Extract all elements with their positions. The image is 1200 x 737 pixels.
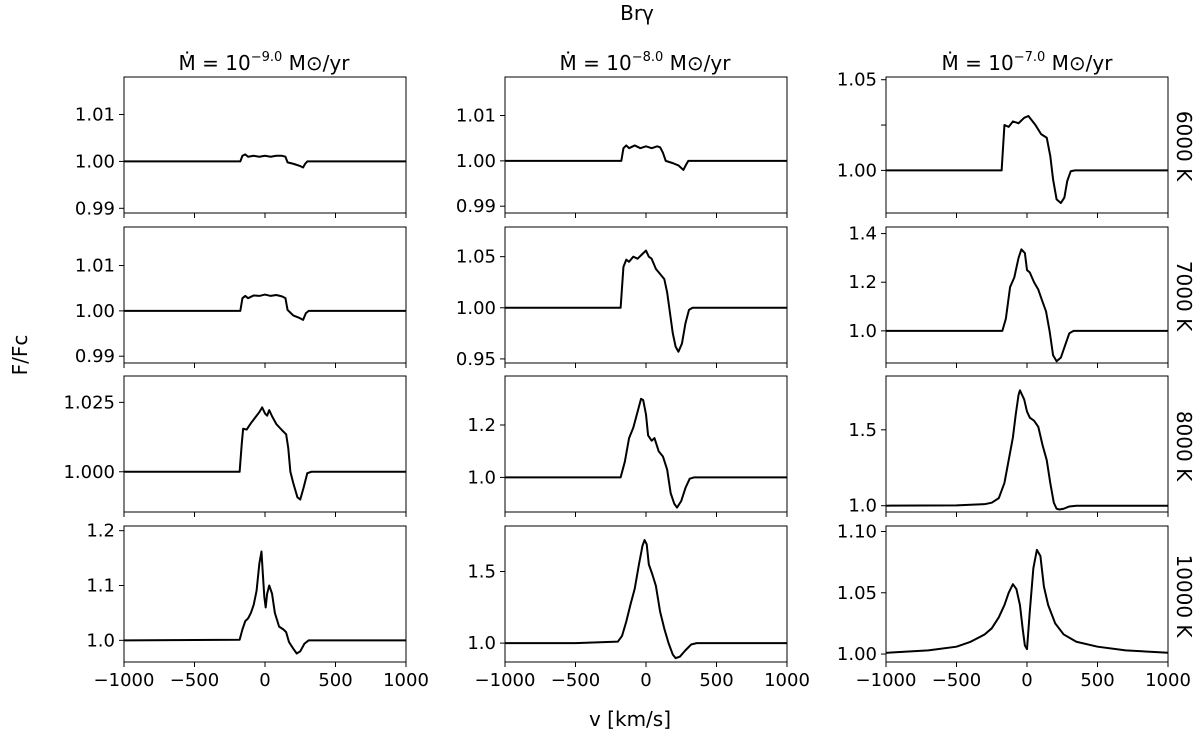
y-tick-label: 1.00 [837,644,877,665]
y-tick-label: 1.000 [63,462,115,483]
panel-6000k-col1: 0.99 1.00 1.01 [75,76,407,219]
y-tick-label: 1.01 [75,105,115,126]
y-tick-label: 1.025 [63,392,115,413]
axes-frame [885,76,1169,214]
panel-7000k-col2: 0.95 1.00 1.05 [456,226,788,370]
y-tick-label: 0.99 [75,198,115,219]
y-tick-label: 1.0 [848,496,877,517]
axes-frame [504,226,788,364]
y-tick-label: 1.0 [86,630,115,651]
panel-8000k-col3: 1.0 1.5 [848,375,1169,517]
panel-6000k-col2: 0.99 1.00 1.01 [456,76,788,218]
y-tick-label: 1.2 [467,415,496,436]
profile-line [886,114,1168,205]
x-tick-label: 0 [1021,670,1032,691]
profile-line [886,248,1168,363]
y-tick-label: 0.99 [456,196,496,217]
y-tick-label: 0.99 [75,346,115,367]
y-tick-label: 1.0 [848,321,877,342]
profile-line [124,550,406,655]
y-tick-label: 1.0 [467,467,496,488]
y-tick-label: 1.05 [837,70,877,91]
figure-suptitle: Brγ [620,1,654,25]
x-tick-label: −1000 [94,670,155,691]
panel-7000k-col3: 1.0 1.2 1.4 [848,224,1169,368]
x-tick-label: 0 [259,670,270,691]
y-tick-label: 1.1 [86,576,115,597]
column-title-1: Ṁ = 10−9.0 M⊙/yr [179,50,351,75]
axes-frame [123,76,407,214]
y-tick-label: 1.2 [848,272,877,293]
panel-grid: 0.991.001.010.991.001.011.001.050.991.00… [63,70,1190,691]
panel-10000k-col1: 1.0 1.1 1.2 −1000 −500 0 500 1000 [86,521,429,691]
y-tick-label: 1.01 [75,256,115,277]
y-tick-label: 1.10 [837,522,877,543]
panel-6000k-col3: 1.00 1.05 [837,70,1169,218]
row-label-7000k: 7000 K [1172,261,1196,332]
row-label-6000k: 6000 K [1172,111,1196,182]
y-tick-label: 0.95 [456,349,496,370]
y-tick-label: 1.05 [837,583,877,604]
axes-frame [123,375,407,513]
axes-frame [504,375,788,513]
panel-7000k-col1: 0.99 1.00 1.01 [75,226,407,368]
x-axis-label: v [km/s] [589,707,671,731]
x-tick-label: 1000 [383,670,429,691]
y-tick-label: 1.00 [75,301,115,322]
y-tick-label: 1.00 [456,151,496,172]
row-label-10000k: 10000 K [1172,554,1196,638]
profile-line [505,144,787,171]
x-tick-label: 1000 [764,670,810,691]
x-tick-label: 500 [1080,670,1114,691]
row-label-8000k: 8000 K [1172,411,1196,482]
y-axis-label: F/Fc [8,335,32,376]
axes-frame [504,76,788,214]
axes-frame [885,226,1169,364]
y-tick-label: 1.00 [456,298,496,319]
x-tick-label: 0 [640,670,651,691]
y-tick-label: 1.00 [75,151,115,172]
x-tick-label: −1000 [475,670,536,691]
column-title-3: Ṁ = 10−7.0 M⊙/yr [942,50,1114,75]
panel-8000k-col1: 1.000 1.025 [63,375,407,517]
profile-line [505,539,787,660]
y-tick-label: 1.00 [837,160,877,181]
profile-line [505,249,787,353]
y-tick-label: 1.5 [467,562,496,583]
profile-line [505,397,787,509]
x-tick-label: 1000 [1145,670,1191,691]
panel-8000k-col2: 1.0 1.2 [467,375,788,517]
axes-frame [885,375,1169,513]
y-tick-label: 1.0 [467,633,496,654]
profile-line [124,293,406,321]
x-tick-label: 500 [318,670,352,691]
y-tick-label: 1.01 [456,106,496,127]
panel-10000k-col2: 1.0 1.5 −1000 −500 0 500 1000 [467,525,810,691]
column-title-2: Ṁ = 10−8.0 M⊙/yr [560,50,732,75]
x-tick-label: −500 [170,670,219,691]
profile-line [886,389,1168,511]
profile-line [124,153,406,169]
y-tick-label: 1.4 [848,224,877,245]
profile-line [886,548,1168,654]
y-tick-label: 1.05 [456,247,496,268]
y-tick-label: 1.2 [86,521,115,542]
panel-10000k-col3: 1.00 1.05 1.10 −1000 −500 0 500 1000 [837,522,1191,691]
x-tick-label: 500 [699,670,733,691]
x-tick-label: −500 [551,670,600,691]
profile-line [124,406,406,501]
x-tick-label: −1000 [856,670,917,691]
y-tick-label: 1.5 [848,420,877,441]
x-tick-label: −500 [932,670,981,691]
